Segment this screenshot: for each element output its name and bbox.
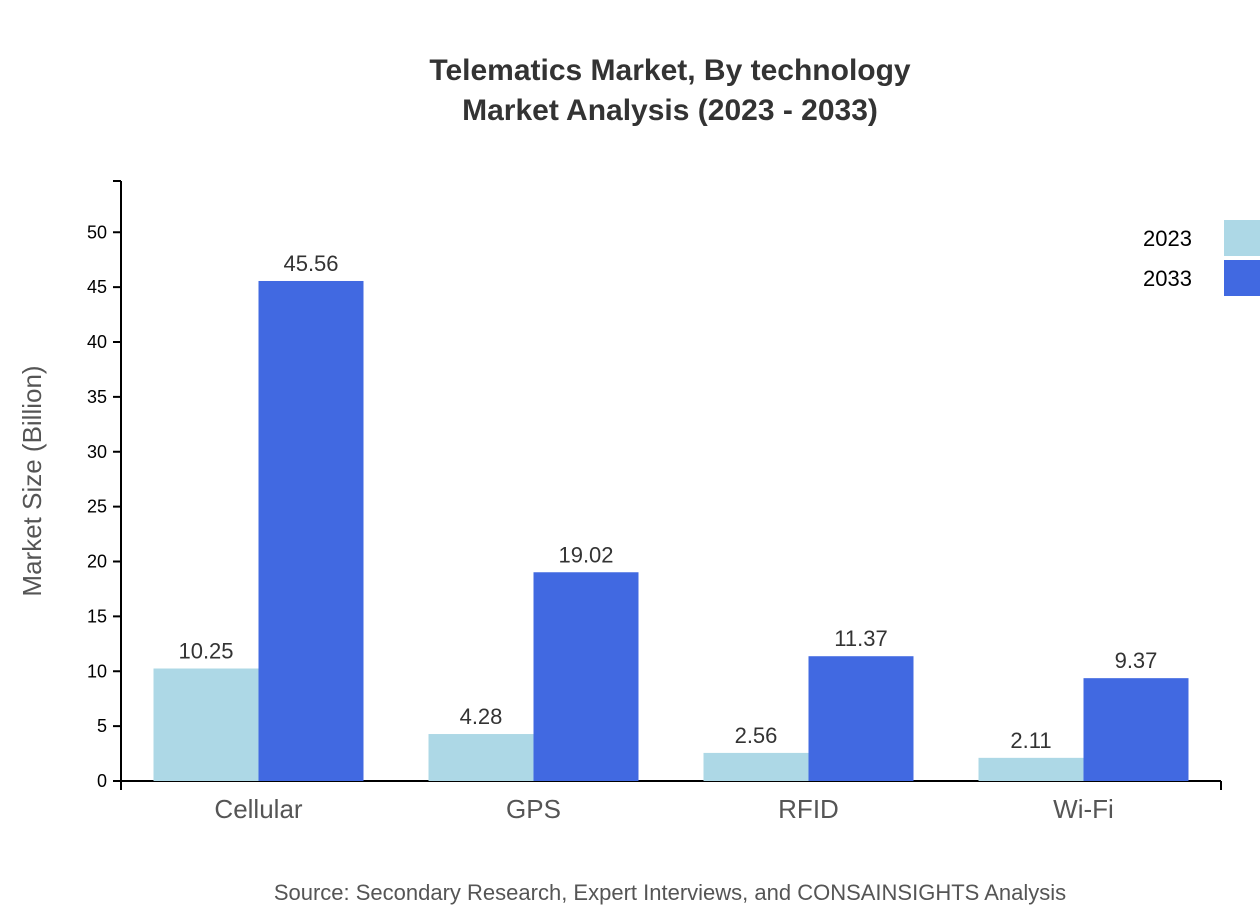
data-label: 9.37 [1115,648,1158,673]
y-tick-label: 35 [87,387,107,407]
bar-2033-Cellular [258,280,364,781]
legend-swatch [1224,260,1260,296]
y-tick-label: 20 [87,552,107,572]
bar-2033-GPS [533,572,639,781]
y-tick-label: 25 [87,497,107,517]
y-tick-label: 40 [87,332,107,352]
bar-2023-RFID [703,752,809,781]
data-label: 45.56 [283,251,338,276]
data-label: 2.56 [735,723,778,748]
y-tick-label: 15 [87,606,107,626]
source-note: Source: Secondary Research, Expert Inter… [274,880,1066,905]
y-tick-label: 0 [97,771,107,791]
data-label: 4.28 [460,704,503,729]
chart-subtitle: Market Analysis (2023 - 2033) [462,94,878,127]
data-label: 10.25 [178,639,233,664]
y-tick-label: 5 [97,716,107,736]
bar-2033-Wi-Fi [1083,678,1189,781]
chart-title: Telematics Market, By technology [429,54,911,87]
y-tick-label: 50 [87,222,107,242]
data-label: 2.11 [1010,728,1051,753]
y-tick-label: 10 [87,661,107,681]
bar-2023-GPS [428,734,534,781]
legend-label: 2033 [1143,266,1192,291]
y-axis-label: Market Size (Billion) [17,365,47,596]
data-label: 19.02 [558,542,613,567]
y-tick-label: 45 [87,277,107,297]
x-tick-label: Wi-Fi [1053,794,1114,824]
bar-2023-Cellular [153,668,259,781]
x-tick-label: Cellular [214,794,302,824]
legend-label: 2023 [1143,226,1192,251]
x-tick-label: RFID [778,794,839,824]
data-label: 11.37 [834,626,887,651]
y-tick-label: 30 [87,442,107,462]
x-tick-label: GPS [506,794,561,824]
bar-2023-Wi-Fi [978,757,1084,781]
bar-2033-RFID [808,656,914,781]
legend-swatch [1224,220,1260,256]
